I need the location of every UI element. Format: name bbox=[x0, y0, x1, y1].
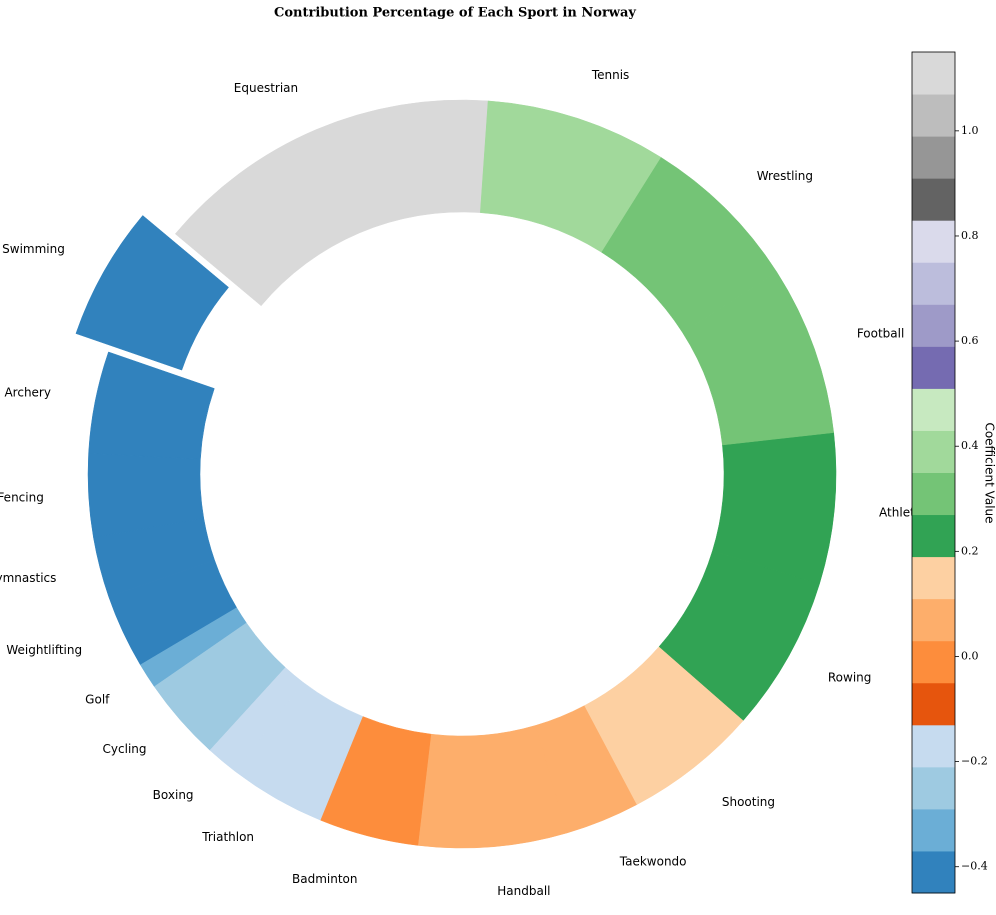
colorbar-tick-label: 0.6 bbox=[961, 334, 979, 347]
wedge-label: Weightlifting bbox=[6, 643, 82, 657]
wedge-label: Boxing bbox=[153, 788, 194, 802]
colorbar-band bbox=[912, 766, 955, 810]
wedge-label: Rowing bbox=[828, 670, 872, 684]
wedge bbox=[88, 351, 215, 460]
colorbar-band bbox=[912, 262, 955, 305]
chart-title: Contribution Percentage of Each Sport in… bbox=[274, 6, 636, 21]
colorbar-frame bbox=[911, 51, 956, 894]
wedge bbox=[480, 100, 662, 253]
colorbar-tick-label: 1.0 bbox=[961, 124, 979, 137]
wedge-label: Fencing bbox=[0, 491, 44, 505]
colorbar-band bbox=[912, 430, 955, 473]
wedge-label: Taekwondo bbox=[619, 855, 687, 869]
wedge-label: Wrestling bbox=[757, 169, 813, 183]
colorbar-band bbox=[912, 52, 955, 95]
colorbar-tick-label: 0.0 bbox=[961, 649, 979, 662]
colorbar-tick-label: −0.4 bbox=[961, 860, 988, 873]
wedge-label: Swimming bbox=[2, 242, 65, 256]
colorbar-band bbox=[912, 514, 955, 558]
colorbar-band bbox=[912, 640, 955, 684]
colorbar-band bbox=[912, 94, 955, 137]
wedge-label: Shooting bbox=[722, 795, 775, 809]
colorbar-tick-label: −0.2 bbox=[961, 755, 988, 768]
colorbar-band bbox=[912, 304, 955, 347]
colorbar-band bbox=[912, 178, 955, 221]
wedge-label: Tennis bbox=[591, 68, 629, 82]
colorbar-label: Coefficient Value bbox=[983, 422, 996, 523]
wedge-label: Handball bbox=[497, 884, 550, 898]
colorbar-band bbox=[912, 808, 955, 852]
wedge-label: Football bbox=[857, 327, 905, 341]
wedge bbox=[174, 99, 489, 307]
wedge-label: Equestrian bbox=[234, 81, 298, 95]
colorbar-band bbox=[912, 136, 955, 179]
colorbar-tick-label: 0.2 bbox=[961, 544, 979, 557]
colorbar-band bbox=[912, 556, 955, 600]
wedge-label: Cycling bbox=[103, 742, 147, 756]
colorbar-tick-label: 0.4 bbox=[961, 439, 979, 452]
wedge-label: Badminton bbox=[292, 872, 357, 886]
wedge bbox=[75, 215, 229, 371]
wedge-label: Triathlon bbox=[201, 830, 254, 844]
wedge-label: Archery bbox=[4, 386, 51, 400]
wedge-label: Gymnastics bbox=[0, 571, 56, 585]
colorbar-tick-label: 0.8 bbox=[961, 229, 979, 242]
colorbar-band bbox=[912, 598, 955, 642]
colorbar-band bbox=[912, 724, 955, 768]
colorbar-band bbox=[912, 850, 955, 894]
wedge-label: Golf bbox=[85, 693, 110, 707]
colorbar-band bbox=[912, 472, 955, 516]
colorbar-band bbox=[912, 388, 955, 431]
colorbar-band bbox=[912, 220, 955, 263]
colorbar-band bbox=[912, 682, 955, 726]
colorbar-band bbox=[912, 346, 955, 389]
